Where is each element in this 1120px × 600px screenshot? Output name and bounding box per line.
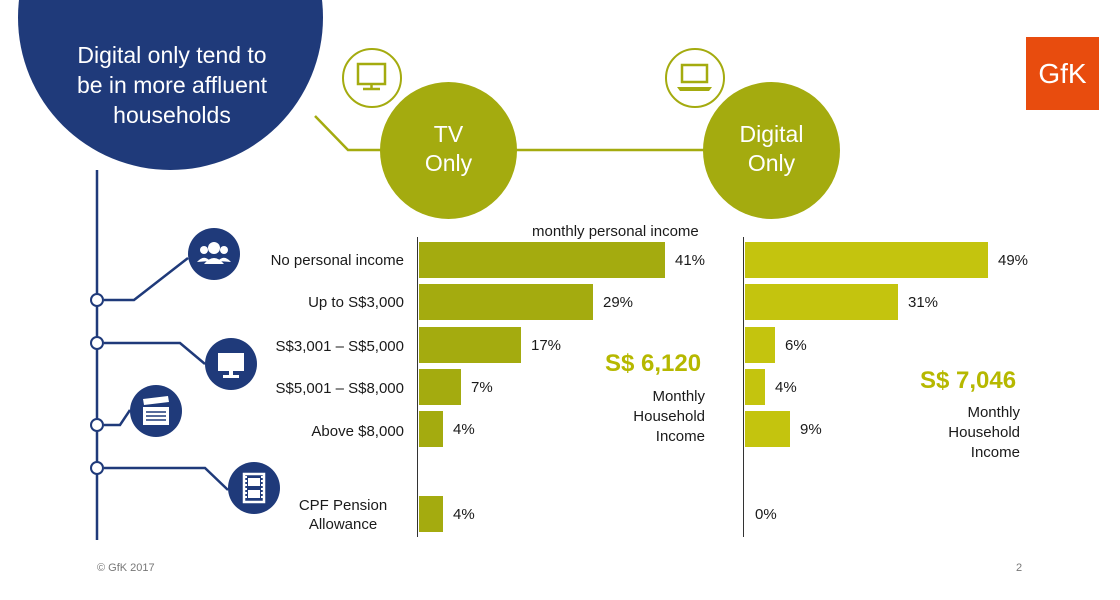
digital-income-label: Monthly Household Income xyxy=(948,404,1020,461)
digital-income-value: S$ 7,046 xyxy=(920,367,1017,394)
people-icon xyxy=(188,228,240,280)
tv-bar xyxy=(419,496,443,532)
digital-only-circle: Digital Only xyxy=(703,82,840,219)
clapperboard-icon xyxy=(130,385,182,437)
tv-bar xyxy=(419,411,443,447)
gfk-logo: GfK xyxy=(1026,37,1099,110)
page-number: 2 xyxy=(1016,562,1023,574)
tv-bar xyxy=(419,284,593,320)
digital-bar xyxy=(745,327,775,363)
tv-bar xyxy=(419,369,461,405)
timeline-node xyxy=(90,293,104,307)
tv-bar-value: 41% xyxy=(675,252,706,269)
category-label: S$3,001 – S$5,000 xyxy=(275,338,404,355)
digital-bar-value: 9% xyxy=(800,421,822,438)
category-label: CPF Pension Allowance xyxy=(298,497,388,533)
tv-income-value: S$ 6,120 xyxy=(605,350,702,377)
tv-only-circle: TV Only xyxy=(380,82,517,219)
digital-bar xyxy=(745,242,988,278)
digital-bar-value: 6% xyxy=(785,337,807,354)
category-label: Up to S$3,000 xyxy=(308,294,404,311)
digital-bar xyxy=(745,284,898,320)
tv-bar xyxy=(419,327,521,363)
chart-title: monthly personal income xyxy=(532,223,699,240)
digital-axis-line xyxy=(743,237,744,537)
category-label: S$5,001 – S$8,000 xyxy=(275,380,404,397)
digital-bar-value: 31% xyxy=(908,294,939,311)
tv-income-label: Monthly Household Income xyxy=(633,388,705,445)
timeline-node xyxy=(90,418,104,432)
digital-bar xyxy=(745,369,765,405)
digital-bar-value: 49% xyxy=(998,252,1029,269)
digital-only-label: Digital Only xyxy=(739,121,804,176)
timeline-node xyxy=(90,336,104,350)
laptop-outline-icon xyxy=(665,48,725,108)
tv-only-label: TV Only xyxy=(424,121,473,176)
tv-axis-line xyxy=(417,237,418,537)
timeline-node xyxy=(90,461,104,475)
digital-bar xyxy=(745,411,790,447)
digital-bar-value: 0% xyxy=(755,506,777,523)
tv-icon xyxy=(205,338,257,390)
tv-bar-value: 4% xyxy=(453,421,475,438)
tv-outline-icon xyxy=(342,48,402,108)
tv-bar-value: 17% xyxy=(531,337,562,354)
headline-text: Digital only tend to be in more affluent… xyxy=(76,42,268,128)
tv-bar-value: 29% xyxy=(603,294,634,311)
tv-bar-value: 4% xyxy=(453,506,475,523)
tv-bar-value: 7% xyxy=(471,379,493,396)
footer-copyright: © GfK 2017 xyxy=(97,562,155,574)
category-label: Above $8,000 xyxy=(311,423,404,440)
tv-bar xyxy=(419,242,665,278)
category-label: No personal income xyxy=(270,252,404,269)
digital-bar-value: 4% xyxy=(775,379,797,396)
film-strip-icon xyxy=(228,462,280,514)
